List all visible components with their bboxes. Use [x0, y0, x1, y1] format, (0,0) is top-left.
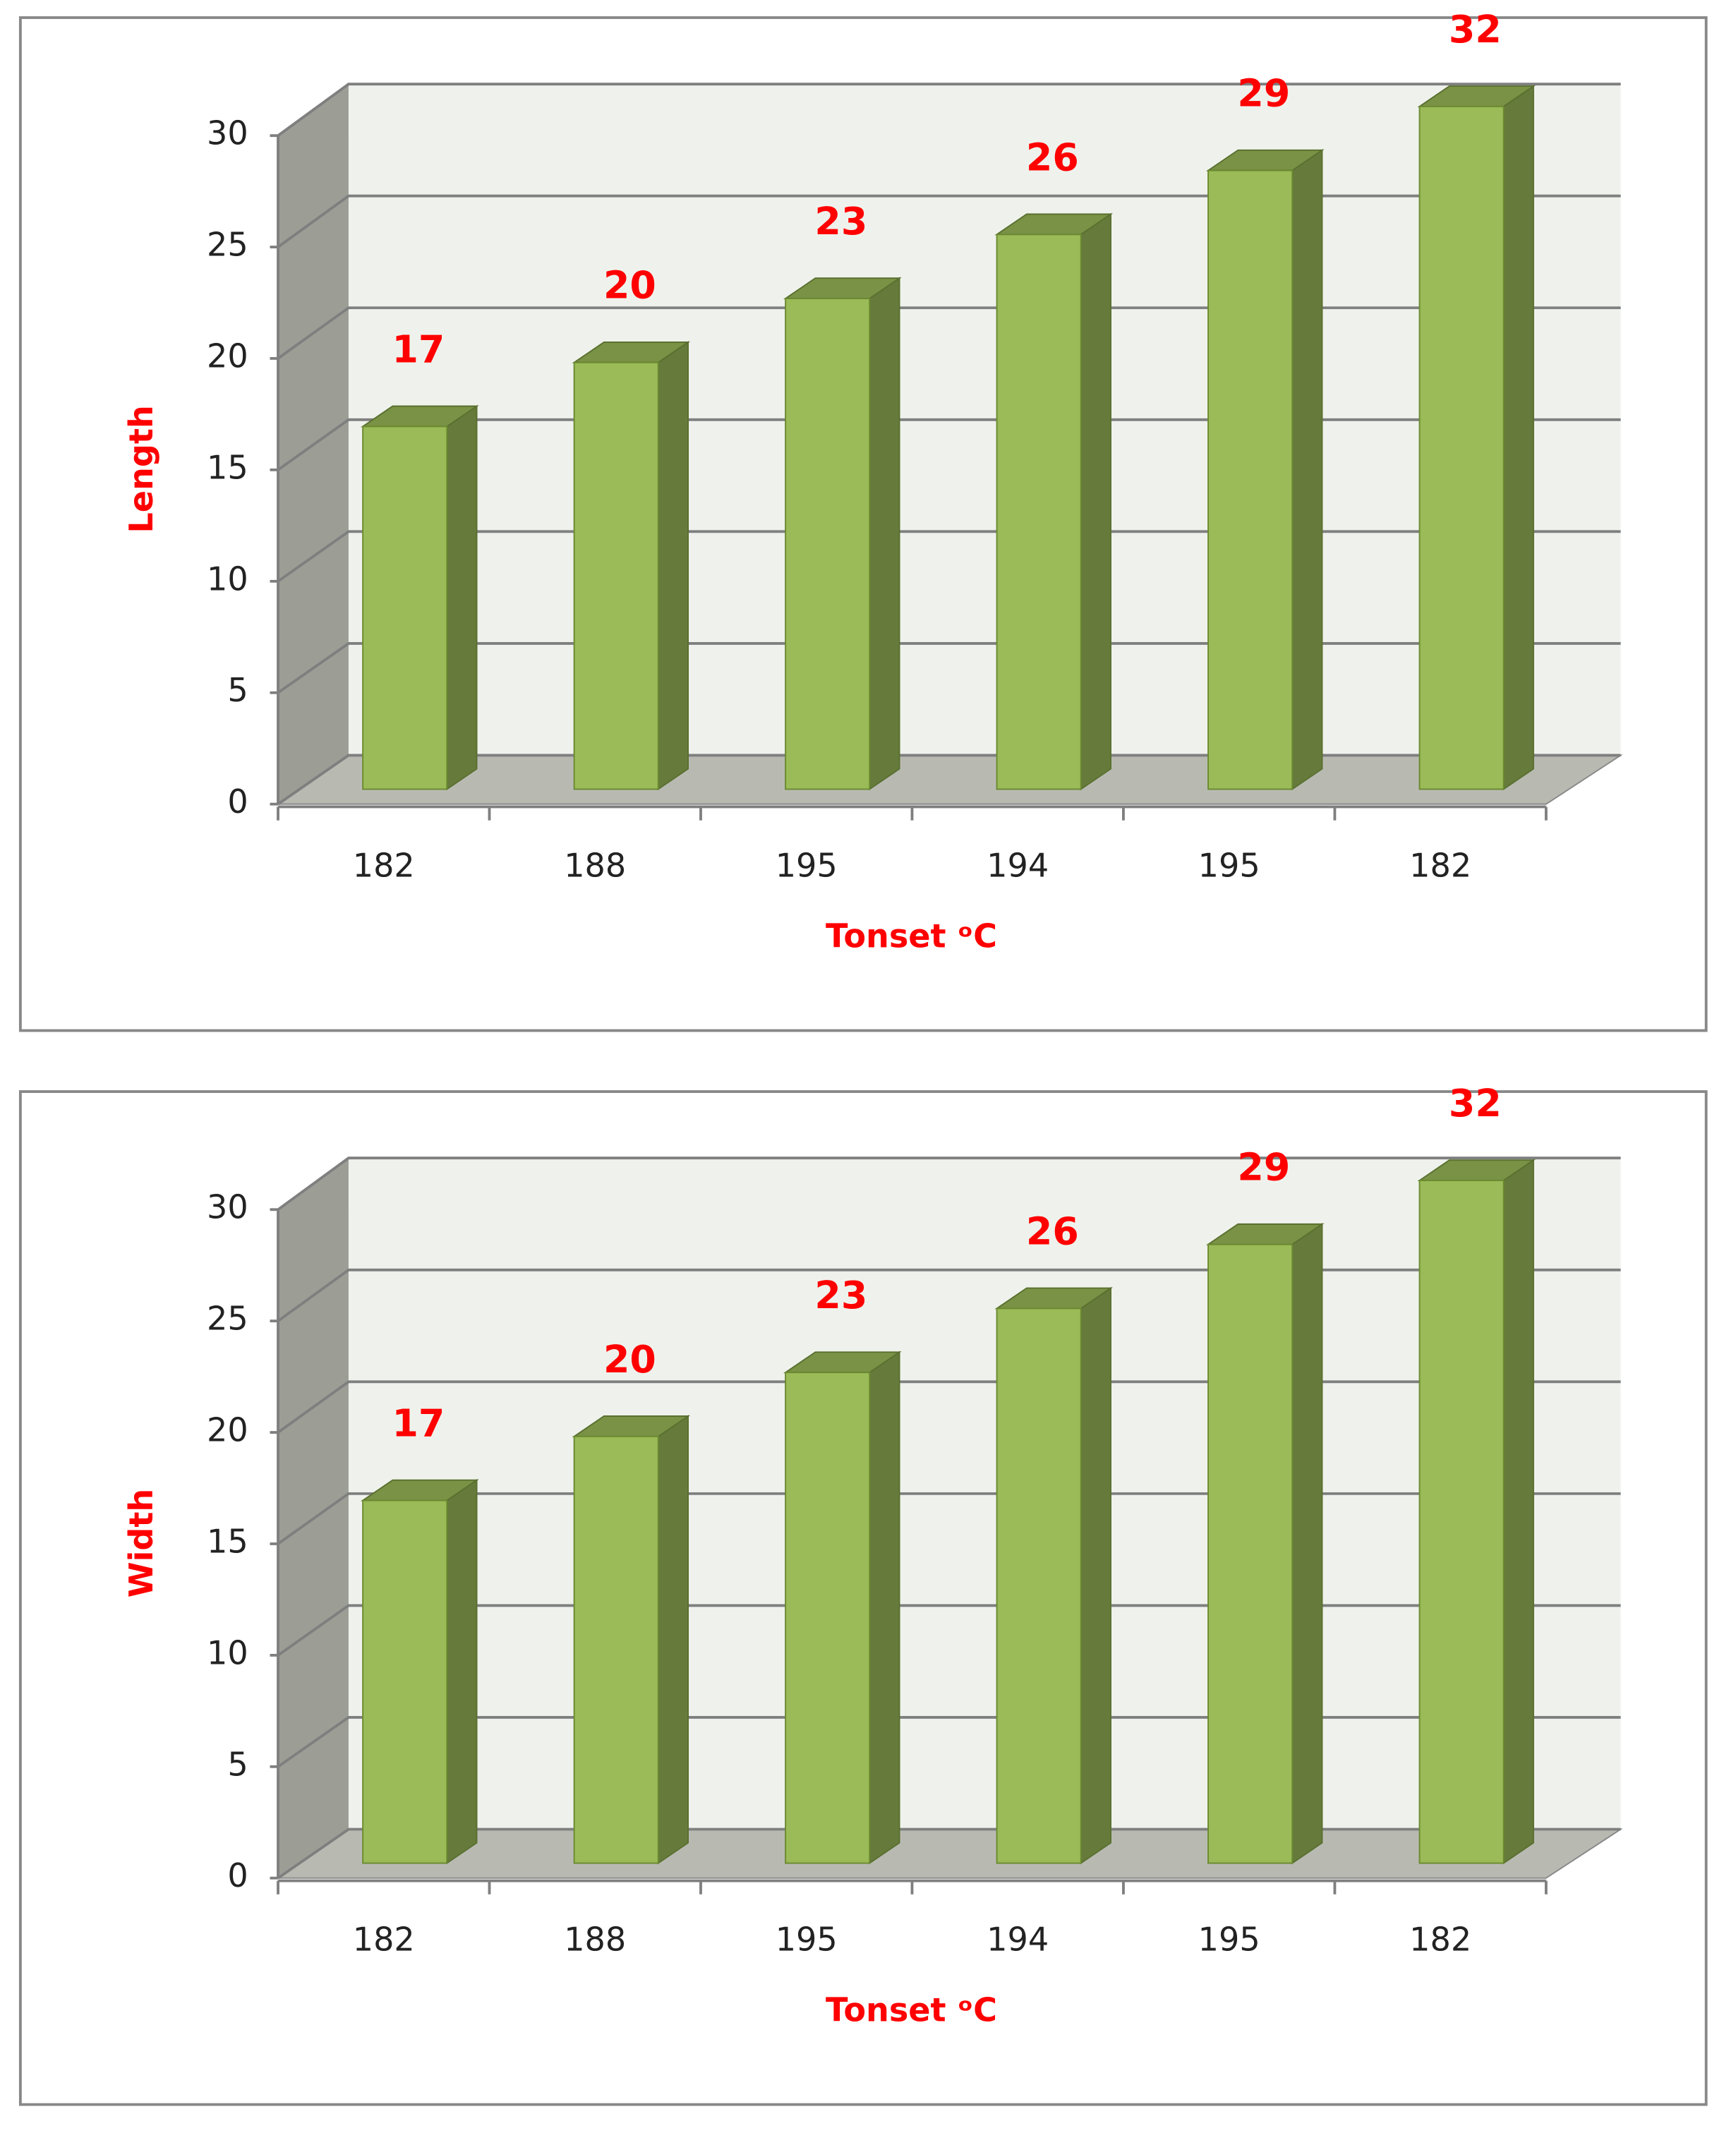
grid-line — [277, 1492, 1621, 1545]
x-tick-label: 188 — [564, 846, 626, 884]
x-tick-label: 195 — [1198, 1921, 1260, 1959]
x-tick-label: 182 — [353, 846, 415, 884]
data-label: 26 — [1026, 1209, 1079, 1253]
bar — [1205, 1223, 1325, 1865]
chart: 0 5 10 15 20 25 30 17 182 20 188 23 195 26 194 29 195 32 1… — [18, 1081, 1708, 2106]
bar-front — [362, 425, 448, 790]
y-tick-label: 10 — [207, 1633, 248, 1672]
bar — [1205, 148, 1325, 791]
grid-line — [277, 1380, 1621, 1434]
bar — [1417, 85, 1536, 791]
bar — [783, 277, 902, 791]
y-tick-label: 25 — [207, 1300, 248, 1338]
bar-side — [1502, 85, 1534, 791]
bar-front — [785, 1372, 871, 1864]
grid-line — [277, 83, 1621, 137]
grid-line — [277, 418, 1621, 471]
y-tick-label: 10 — [207, 560, 248, 598]
grid-line — [277, 1156, 1621, 1211]
bar-side — [1080, 212, 1111, 791]
y-tick-label: 15 — [207, 1522, 248, 1560]
x-tick-label: 195 — [776, 1921, 838, 1959]
grid-line — [277, 306, 1621, 360]
bar — [994, 212, 1114, 791]
bar — [572, 341, 691, 791]
data-label: 17 — [392, 327, 445, 371]
data-label: 17 — [392, 1401, 445, 1445]
x-axis-title: Tonset ᵒC — [826, 1990, 997, 2029]
bar-side — [1080, 1286, 1111, 1865]
y-tick-label: 20 — [207, 1411, 248, 1449]
x-tick-label: 195 — [1198, 846, 1260, 884]
data-label: 20 — [603, 263, 656, 308]
y-tick-label: 30 — [207, 114, 248, 152]
bar-front — [996, 234, 1082, 790]
bar — [994, 1286, 1114, 1865]
grid-line — [277, 1604, 1621, 1657]
grid-line — [277, 1827, 1621, 1880]
bar-side — [869, 1351, 900, 1865]
bar-front — [996, 1307, 1082, 1864]
bar — [572, 1415, 691, 1865]
bar-side — [657, 1415, 689, 1865]
data-label: 29 — [1237, 71, 1290, 116]
data-label: 32 — [1449, 1081, 1502, 1125]
x-tick-label: 182 — [353, 1921, 415, 1959]
data-label: 26 — [1026, 135, 1079, 179]
x-tick-label: 194 — [987, 846, 1049, 884]
y-tick-label: 5 — [227, 671, 248, 709]
y-tick-label: 15 — [207, 448, 248, 486]
bar-side — [1291, 148, 1323, 791]
y-tick-label: 5 — [227, 1745, 248, 1783]
y-tick-label: 25 — [207, 226, 248, 264]
grid-line — [277, 530, 1621, 583]
bar-front — [362, 1499, 448, 1864]
bar-side — [657, 341, 689, 791]
x-tick-label: 195 — [776, 846, 838, 884]
y-tick-label: 0 — [227, 782, 248, 821]
y-tick-label: 0 — [227, 1856, 248, 1895]
grid-line — [277, 754, 1621, 806]
bar-front — [785, 298, 871, 790]
x-tick-label: 182 — [1409, 1921, 1471, 1959]
bar — [361, 404, 479, 791]
data-label: 32 — [1449, 7, 1502, 52]
data-label: 23 — [814, 1273, 867, 1317]
bar-side — [869, 277, 900, 791]
bar — [783, 1351, 902, 1865]
data-label: 23 — [814, 199, 867, 243]
grid-line — [277, 1268, 1621, 1322]
y-axis-title: Length — [122, 405, 160, 533]
data-label: 29 — [1237, 1145, 1290, 1190]
chart: 0 5 10 15 20 25 30 17 182 20 188 23 195 26 194 29 195 32 1… — [18, 7, 1708, 1032]
bar-front — [1418, 1180, 1505, 1864]
grid-line — [277, 641, 1621, 694]
x-tick-label: 188 — [564, 1921, 626, 1959]
data-label: 20 — [603, 1337, 656, 1382]
bar-front — [573, 361, 659, 790]
grid-line — [277, 1716, 1621, 1768]
grid-line — [277, 194, 1621, 248]
bar-side — [1291, 1223, 1323, 1865]
x-tick-label: 194 — [987, 1921, 1049, 1959]
bar-front — [573, 1435, 659, 1864]
x-tick-label: 182 — [1409, 846, 1471, 884]
bar-side — [446, 1478, 478, 1865]
bar-front — [1207, 169, 1294, 790]
bar-front — [1207, 1243, 1294, 1864]
bar-side — [1502, 1159, 1534, 1865]
y-axis-title: Width — [122, 1489, 160, 1598]
bar — [361, 1478, 479, 1865]
bar — [1417, 1159, 1536, 1865]
x-axis-title: Tonset ᵒC — [826, 917, 997, 955]
bar-front — [1418, 105, 1505, 790]
bar-side — [446, 404, 478, 791]
y-tick-label: 30 — [207, 1188, 248, 1226]
y-tick-label: 20 — [207, 337, 248, 375]
